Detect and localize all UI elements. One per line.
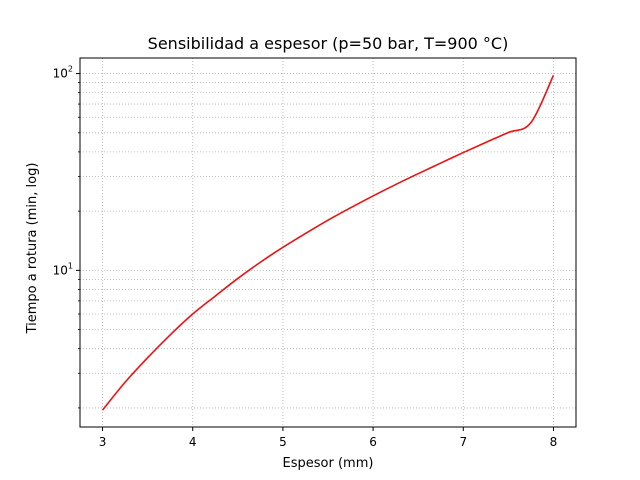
grid: [80, 58, 576, 427]
x-tick-label: 6: [369, 435, 377, 449]
x-axis-label: Espesor (mm): [283, 456, 374, 471]
y-axis-label: Tiempo a rotura (min, log): [25, 163, 40, 335]
series-layer: [101, 74, 555, 411]
x-tick-label: 4: [189, 435, 197, 449]
y-tick-label: 101: [53, 261, 73, 277]
series-line: [101, 74, 555, 411]
plot-frame: [79, 57, 577, 428]
chart-title: Sensibilidad a espesor (p=50 bar, T=900 …: [148, 34, 509, 53]
x-tick-label: 7: [459, 435, 467, 449]
y-tick-label: 102: [53, 65, 73, 81]
ticks: 3 4 5 6 7 8 101 102: [53, 65, 558, 449]
x-tick-label: 5: [279, 435, 287, 449]
x-tick-label: 8: [550, 435, 558, 449]
x-tick-label: 3: [99, 435, 107, 449]
